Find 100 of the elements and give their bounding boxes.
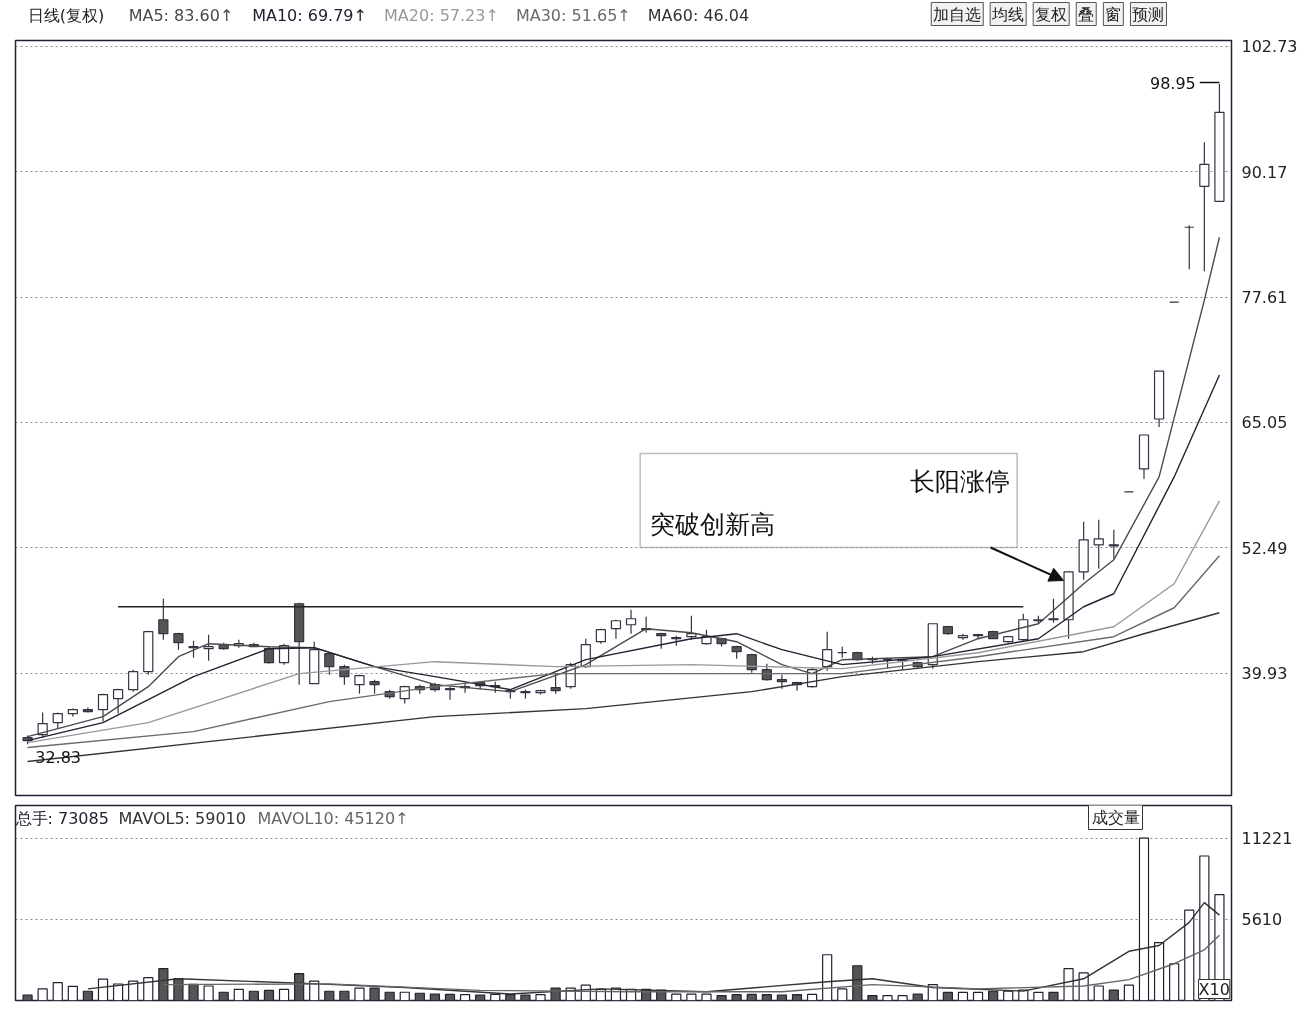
candlestick: [1199, 141, 1210, 272]
text: MA60: 46.04: [647, 5, 750, 25]
y-tick-label: 5610: [1241, 910, 1283, 930]
line-series: [26, 374, 1221, 742]
bar: [37, 988, 48, 1001]
candlestick: [203, 634, 214, 662]
candlestick: [444, 686, 456, 701]
bar: [173, 978, 184, 1001]
bar: [218, 991, 229, 1001]
candlestick: [97, 693, 109, 723]
annotation: 98.95: [1150, 73, 1196, 93]
text: 日线(复权): [27, 5, 105, 25]
bar: [1169, 963, 1180, 1001]
y-tick-label: 77.61: [1241, 288, 1288, 308]
bar: [399, 991, 410, 1001]
candlestick: [1048, 598, 1059, 624]
bar: [128, 980, 139, 1001]
text: MA30: 51.65↑: [515, 5, 631, 25]
text: 总手: 73085: [14, 808, 109, 828]
annotation: X10: [1198, 979, 1230, 999]
y-tick-label: 90.17: [1241, 162, 1288, 182]
bar: [716, 995, 727, 1001]
bar: [143, 977, 154, 1001]
bar: [988, 990, 999, 1001]
bar: [671, 993, 682, 1001]
bar: [942, 991, 953, 1001]
bar: [852, 965, 863, 1001]
text: MA5: 83.60↑: [128, 5, 234, 25]
candlestick: [625, 609, 637, 635]
bar: [535, 994, 546, 1001]
bar: [490, 993, 501, 1001]
text: 复权: [1035, 4, 1068, 24]
bar: [912, 993, 923, 1001]
text: MA10: 69.79↑: [252, 5, 367, 25]
bar: [158, 968, 169, 1001]
bar: [837, 988, 848, 1001]
y-tick-label: 65.05: [1241, 413, 1288, 433]
candlestick: [1184, 224, 1195, 270]
bar: [429, 993, 441, 1001]
bar: [475, 994, 486, 1001]
annotation: 突破创新高: [650, 508, 776, 539]
text: MA20: 57.23↑: [384, 5, 499, 25]
bar: [278, 988, 290, 1001]
text: MAVOL10: 45120↑: [257, 808, 409, 828]
bar: [867, 995, 878, 1001]
candlestick: [112, 688, 124, 715]
candlestick: [776, 674, 788, 690]
bar: [263, 989, 275, 1001]
candlestick: [1108, 529, 1119, 560]
bar: [1153, 941, 1165, 1001]
bar: [233, 988, 244, 1001]
bar: [701, 993, 712, 1001]
y-tick-label: 11221: [1241, 829, 1293, 849]
candlestick: [550, 673, 561, 695]
candlestick: [158, 598, 169, 641]
bar: [354, 987, 365, 1001]
bar: [1184, 909, 1195, 1001]
bar: [1123, 984, 1135, 1001]
bar: [384, 991, 395, 1001]
bar: [746, 993, 757, 1001]
bar: [324, 990, 335, 1001]
bar: [1138, 837, 1150, 1001]
bar: [806, 993, 818, 1001]
line-series: [26, 500, 1221, 744]
text: 窗: [1105, 4, 1122, 24]
text: MAVOL5: 59010: [118, 808, 246, 828]
text: 均线: [991, 4, 1025, 24]
line-series: [26, 236, 1221, 738]
y-tick-label: 52.49: [1241, 538, 1288, 558]
bar: [203, 985, 214, 1001]
bar: [686, 993, 697, 1001]
bar: [188, 983, 199, 1001]
text: 预测: [1132, 4, 1165, 24]
bar: [882, 995, 893, 1001]
bar: [731, 994, 742, 1001]
bar: [791, 994, 803, 1001]
bar: [67, 985, 78, 1001]
y-tick-label: 102.73: [1241, 37, 1298, 57]
text: 叠: [1078, 4, 1095, 24]
candlestick: [1093, 519, 1104, 570]
bar: [957, 991, 969, 1001]
bar: [520, 994, 531, 1001]
bar: [822, 954, 833, 1001]
bar: [248, 990, 259, 1001]
annotation: 长阳涨停: [910, 465, 1011, 496]
bar: [897, 995, 908, 1001]
bar: [1108, 989, 1119, 1001]
bar: [82, 990, 94, 1001]
line-series: [26, 555, 1221, 749]
bar: [776, 994, 788, 1001]
y-tick-label: 39.93: [1241, 664, 1288, 684]
bar: [369, 987, 380, 1001]
bar: [1033, 991, 1044, 1001]
bar: [339, 990, 350, 1001]
text: 加自选: [933, 4, 982, 24]
bar: [761, 994, 772, 1001]
bar: [1063, 968, 1074, 1001]
bar: [22, 994, 33, 1001]
bar: [1003, 990, 1014, 1001]
bar: [444, 993, 456, 1001]
